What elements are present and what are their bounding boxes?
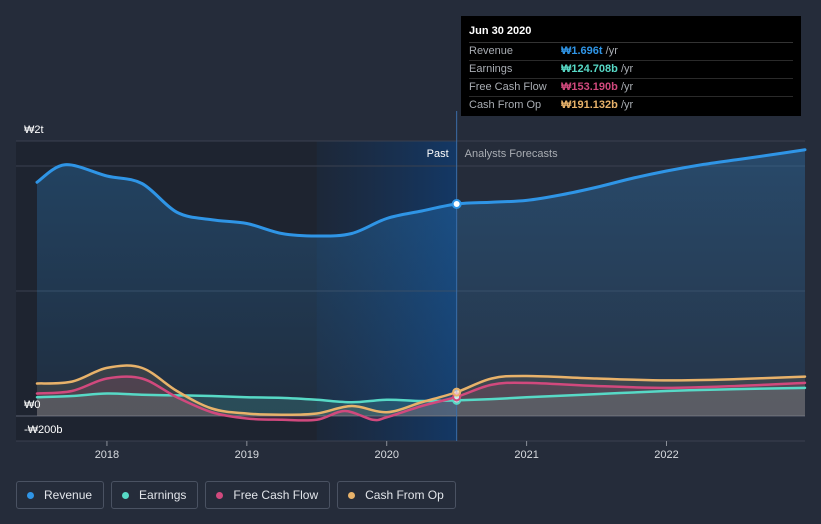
cash-from-op-line: [35, 364, 807, 417]
legend-label: Revenue: [44, 488, 93, 502]
revenue-marker: [451, 199, 462, 209]
x-tick-label: 2019: [235, 449, 259, 461]
x-tick-label: 2022: [654, 449, 678, 461]
tooltip-row-free-cash-flow: Free Cash Flow ₩153.190b /yr: [469, 79, 793, 97]
tooltip-value: ₩191.132b /yr: [561, 99, 634, 111]
earnings-line: [35, 386, 807, 404]
legend: Revenue Earnings Free Cash Flow Cash Fro…: [16, 481, 456, 509]
legend-label: Cash From Op: [365, 488, 444, 502]
tooltip-row-cash-from-op: Cash From Op ₩191.132b /yr: [469, 97, 793, 114]
tooltip: Jun 30 2020 Revenue ₩1.696t /yr Earnings…: [461, 16, 801, 116]
tooltip-label: Revenue: [469, 45, 514, 57]
x-tick-label: 2020: [374, 449, 398, 461]
y-axis-label: ₩0: [24, 399, 41, 411]
tooltip-label: Cash From Op: [469, 99, 542, 111]
legend-item-free-cash-flow[interactable]: Free Cash Flow: [205, 481, 331, 509]
x-tick-label: 2018: [95, 449, 119, 461]
legend-item-revenue[interactable]: Revenue: [16, 481, 105, 509]
legend-item-earnings[interactable]: Earnings: [111, 481, 199, 509]
tooltip-value: ₩124.708b /yr: [561, 63, 634, 75]
cash-from-op-dot-icon: [348, 491, 356, 499]
cash-from-op-area: [36, 365, 805, 416]
earnings-dot-icon: [122, 491, 130, 499]
tooltip-date: Jun 30 2020: [469, 24, 793, 43]
free-cash-flow-dot-icon: [216, 491, 224, 499]
forecast-label: Analysts Forecasts: [465, 148, 558, 160]
y-axis-label: -₩200b: [24, 424, 63, 436]
revenue-dot-icon: [27, 491, 34, 499]
legend-label: Free Cash Flow: [233, 488, 319, 502]
tooltip-row-earnings: Earnings ₩124.708b /yr: [469, 61, 793, 79]
legend-item-cash-from-op[interactable]: Cash From Op: [337, 481, 456, 509]
revenue-line: [35, 148, 807, 238]
y-axis-label: ₩2t: [24, 124, 44, 136]
tooltip-value: ₩1.696t /yr: [561, 45, 618, 57]
tooltip-value: ₩153.190b /yr: [561, 81, 634, 93]
free-cash-flow-line: [35, 375, 807, 422]
revenue-area: [36, 149, 805, 416]
cash-from-op-marker: [452, 387, 462, 397]
x-tick-label: 2021: [514, 449, 538, 461]
past-label: Past: [427, 148, 449, 160]
tooltip-row-revenue: Revenue ₩1.696t /yr: [469, 43, 793, 61]
legend-label: Earnings: [139, 488, 187, 502]
tooltip-label: Earnings: [469, 63, 513, 75]
tooltip-label: Free Cash Flow: [469, 81, 547, 93]
